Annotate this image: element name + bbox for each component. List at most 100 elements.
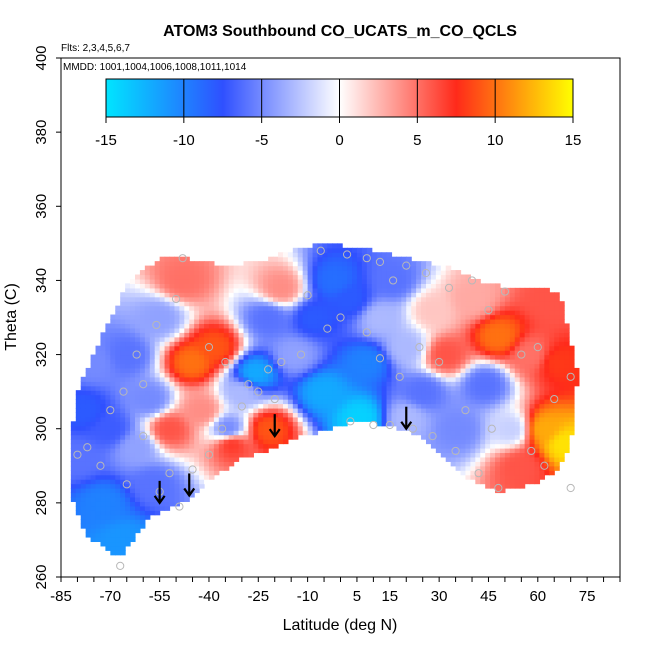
field-cell xyxy=(120,501,126,507)
field-cell xyxy=(440,327,447,333)
field-cell xyxy=(514,425,521,431)
field-cell xyxy=(440,394,447,400)
sample-point xyxy=(336,313,345,322)
field-cell xyxy=(495,296,501,302)
field-cell xyxy=(519,434,526,440)
field-cell xyxy=(356,407,363,413)
field-cell xyxy=(248,376,254,382)
field-cell xyxy=(199,278,205,284)
field-cell xyxy=(233,425,240,431)
field-cell xyxy=(440,341,447,347)
field-cell xyxy=(549,381,555,387)
field-cell xyxy=(440,301,447,307)
field-cell xyxy=(154,305,161,311)
field-cell xyxy=(223,425,230,431)
field-cell xyxy=(450,296,457,302)
field-cell xyxy=(115,421,121,427)
field-cell xyxy=(268,287,274,293)
field-cell xyxy=(159,332,166,338)
field-cell xyxy=(559,430,565,436)
field-cell xyxy=(391,287,397,293)
field-cell xyxy=(238,390,245,396)
field-cell xyxy=(411,310,417,316)
field-cell xyxy=(317,363,324,369)
field-cell xyxy=(460,439,467,445)
field-cell xyxy=(347,274,353,280)
field-cell xyxy=(529,452,536,458)
field-cell xyxy=(381,318,388,325)
field-cell xyxy=(421,421,427,427)
field-cell xyxy=(199,367,205,373)
field-cell xyxy=(307,425,314,431)
field-cell xyxy=(559,372,565,378)
field-cell xyxy=(223,345,230,351)
field-cell xyxy=(401,390,407,396)
field-cell xyxy=(144,505,151,511)
field-cell xyxy=(110,447,116,454)
field-cell xyxy=(425,318,432,325)
field-cell xyxy=(120,301,126,307)
field-cell xyxy=(115,501,121,507)
field-cell xyxy=(85,385,92,391)
field-cell xyxy=(366,301,373,307)
field-cell xyxy=(356,296,363,302)
field-cell xyxy=(233,367,240,373)
field-cell xyxy=(425,425,432,431)
field-cell xyxy=(115,452,121,458)
field-cell xyxy=(179,336,185,342)
field-cell xyxy=(110,425,116,431)
field-cell xyxy=(238,412,245,418)
field-cell xyxy=(440,359,447,365)
field-cell xyxy=(228,336,235,342)
field-cell xyxy=(332,390,338,396)
field-cell xyxy=(475,416,481,422)
field-cell xyxy=(228,367,235,373)
field-cell xyxy=(430,265,437,271)
field-cell xyxy=(416,274,422,280)
field-cell xyxy=(164,336,171,342)
field-cell xyxy=(396,416,402,422)
field-cell xyxy=(425,390,432,396)
field-cell xyxy=(134,519,141,525)
field-cell xyxy=(189,483,195,489)
sample-point xyxy=(277,357,286,367)
sample-point xyxy=(116,561,125,570)
field-cell xyxy=(421,327,427,333)
field-cell xyxy=(130,519,136,525)
field-cell xyxy=(337,287,343,293)
field-cell xyxy=(144,443,151,449)
field-cell xyxy=(125,385,131,391)
field-cell xyxy=(514,314,521,320)
field-cell xyxy=(440,265,447,271)
field-cell xyxy=(233,283,240,289)
field-cell xyxy=(376,310,383,316)
field-cell xyxy=(100,359,106,365)
field-cell xyxy=(154,336,161,342)
field-cell xyxy=(253,372,259,378)
field-cell xyxy=(204,407,210,413)
field-cell xyxy=(430,363,437,369)
field-cell xyxy=(213,367,220,373)
field-cell xyxy=(455,443,462,449)
field-cell xyxy=(564,394,570,400)
field-cell xyxy=(179,296,185,302)
field-cell xyxy=(208,452,215,458)
field-cell xyxy=(134,465,141,471)
field-cell xyxy=(213,310,220,316)
field-cell xyxy=(514,416,521,422)
field-cell xyxy=(208,301,215,307)
field-cell xyxy=(110,434,116,440)
field-cell xyxy=(371,323,378,329)
field-cell xyxy=(268,350,274,356)
field-cell xyxy=(189,412,195,418)
field-cell xyxy=(396,376,402,382)
field-cell xyxy=(386,256,393,262)
field-cell xyxy=(460,301,467,307)
field-cell xyxy=(238,332,245,338)
field-cell xyxy=(105,443,111,449)
field-cell xyxy=(282,390,289,396)
field-cell xyxy=(144,367,151,373)
field-cell xyxy=(475,443,481,449)
field-cell xyxy=(164,301,171,307)
field-cell xyxy=(238,443,245,449)
